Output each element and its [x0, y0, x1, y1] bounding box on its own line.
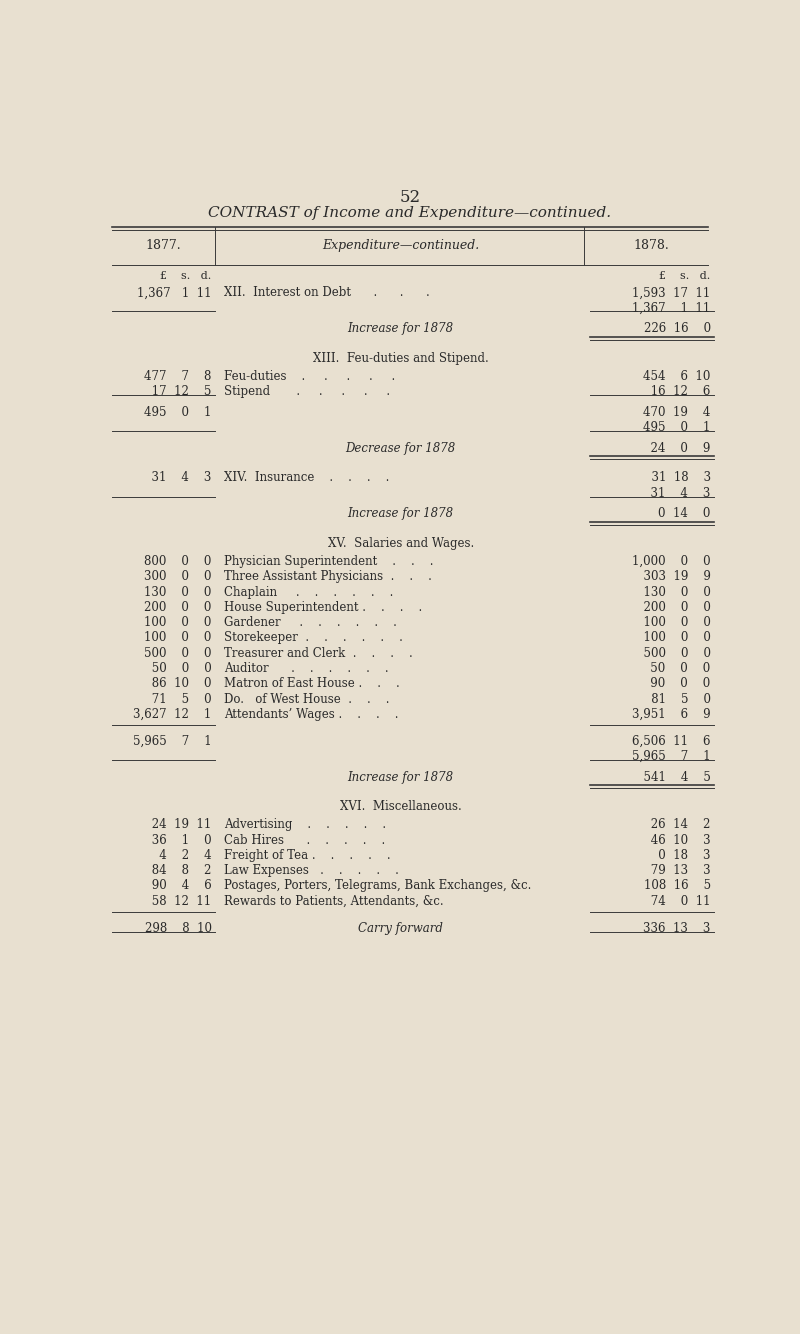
Text: 303  19    9: 303 19 9: [636, 571, 710, 583]
Text: 90    4    6: 90 4 6: [148, 879, 211, 892]
Text: Cab Hires      .    .    .    .    .: Cab Hires . . . . .: [224, 834, 386, 847]
Text: 500    0    0: 500 0 0: [144, 647, 211, 660]
Text: Postages, Porters, Telegrams, Bank Exchanges, &c.: Postages, Porters, Telegrams, Bank Excha…: [224, 879, 531, 892]
Text: 495    0    1: 495 0 1: [643, 422, 710, 434]
Text: Rewards to Patients, Attendants, &c.: Rewards to Patients, Attendants, &c.: [224, 895, 444, 907]
Text: 0  14    0: 0 14 0: [643, 507, 710, 520]
Text: 4    2    4: 4 2 4: [148, 848, 211, 862]
Text: 226  16    0: 226 16 0: [643, 323, 710, 335]
Text: 100    0    0: 100 0 0: [636, 616, 710, 630]
Text: Increase for 1878: Increase for 1878: [348, 771, 454, 784]
Text: 1,593  17  11: 1,593 17 11: [633, 287, 710, 299]
Text: 90    0    0: 90 0 0: [639, 678, 710, 690]
Text: 541    4    5: 541 4 5: [636, 771, 710, 784]
Text: 200    0    0: 200 0 0: [144, 600, 211, 614]
Text: 17  12    5: 17 12 5: [148, 386, 211, 398]
Text: Feu-duties    .     .     .     .     .: Feu-duties . . . . .: [224, 370, 395, 383]
Text: 800    0    0: 800 0 0: [144, 555, 211, 568]
Text: Three Assistant Physicians  .    .    .: Three Assistant Physicians . . .: [224, 571, 432, 583]
Text: 100    0    0: 100 0 0: [144, 616, 211, 630]
Text: 100    0    0: 100 0 0: [144, 631, 211, 644]
Text: 470  19    4: 470 19 4: [643, 406, 710, 419]
Text: 79  13    3: 79 13 3: [647, 864, 710, 878]
Text: 6,506  11    6: 6,506 11 6: [632, 735, 710, 748]
Text: 3,627  12    1: 3,627 12 1: [134, 708, 211, 720]
Text: 108  16    5: 108 16 5: [643, 879, 710, 892]
Text: 5,965    7    1: 5,965 7 1: [133, 735, 211, 748]
Text: 1,000    0    0: 1,000 0 0: [632, 555, 710, 568]
Text: 31    4    3: 31 4 3: [643, 487, 710, 500]
Text: XII.  Interest on Debt      .      .      .: XII. Interest on Debt . . .: [224, 287, 430, 299]
Text: CONTRAST of Income and Expenditure—continued.: CONTRAST of Income and Expenditure—conti…: [209, 207, 611, 220]
Text: Decrease for 1878: Decrease for 1878: [346, 442, 456, 455]
Text: Attendants’ Wages .    .    .    .: Attendants’ Wages . . . .: [224, 708, 398, 720]
Text: 71    5    0: 71 5 0: [148, 692, 211, 706]
Text: 1,367    1  11: 1,367 1 11: [633, 301, 710, 315]
Text: Carry forward: Carry forward: [358, 922, 443, 935]
Text: 24  19  11: 24 19 11: [148, 818, 211, 831]
Text: 26  14    2: 26 14 2: [647, 818, 710, 831]
Text: 86  10    0: 86 10 0: [148, 678, 211, 690]
Text: Matron of East House .    .    .: Matron of East House . . .: [224, 678, 400, 690]
Text: 1877.: 1877.: [146, 239, 182, 252]
Text: 454    6  10: 454 6 10: [643, 370, 710, 383]
Text: 0  18    3: 0 18 3: [647, 848, 710, 862]
Text: 36    1    0: 36 1 0: [148, 834, 211, 847]
Text: House Superintendent .    .    .    .: House Superintendent . . . .: [224, 600, 422, 614]
Text: 46  10    3: 46 10 3: [647, 834, 710, 847]
Text: Stipend       .     .     .     .     .: Stipend . . . . .: [224, 386, 390, 398]
Text: 74    0  11: 74 0 11: [647, 895, 710, 907]
Text: Increase for 1878: Increase for 1878: [348, 507, 454, 520]
Text: 5,965    7    1: 5,965 7 1: [632, 750, 710, 763]
Text: 24    0    9: 24 0 9: [643, 442, 710, 455]
Text: 1,367   1  11: 1,367 1 11: [137, 287, 211, 299]
Text: 298    8  10: 298 8 10: [145, 922, 211, 935]
Text: 84    8    2: 84 8 2: [148, 864, 211, 878]
Text: 200    0    0: 200 0 0: [636, 600, 710, 614]
Text: £    s.   d.: £ s. d.: [160, 271, 211, 281]
Text: 300    0    0: 300 0 0: [144, 571, 211, 583]
Text: 495    0    1: 495 0 1: [144, 406, 211, 419]
Text: 16  12    6: 16 12 6: [647, 386, 710, 398]
Text: XIII.  Feu-duties and Stipend.: XIII. Feu-duties and Stipend.: [313, 352, 489, 366]
Text: 130    0    0: 130 0 0: [144, 586, 211, 599]
Text: 3,951    6    9: 3,951 6 9: [632, 708, 710, 720]
Text: 81    5    0: 81 5 0: [640, 692, 710, 706]
Text: 50    0    0: 50 0 0: [148, 662, 211, 675]
Text: XIV.  Insurance    .    .    .    .: XIV. Insurance . . . .: [224, 471, 390, 484]
Text: 1878.: 1878.: [634, 239, 670, 252]
Text: Chaplain     .    .    .    .    .    .: Chaplain . . . . . .: [224, 586, 394, 599]
Text: 477    7    8: 477 7 8: [144, 370, 211, 383]
Text: 50    0    0: 50 0 0: [639, 662, 710, 675]
Text: Storekeeper  .    .    .    .    .    .: Storekeeper . . . . . .: [224, 631, 403, 644]
Text: Freight of Tea .    .    .    .    .: Freight of Tea . . . . .: [224, 848, 390, 862]
Text: 31    4    3: 31 4 3: [144, 471, 211, 484]
Text: Auditor      .    .    .    .    .    .: Auditor . . . . . .: [224, 662, 389, 675]
Text: Advertising    .    .    .    .    .: Advertising . . . . .: [224, 818, 386, 831]
Text: Increase for 1878: Increase for 1878: [348, 323, 454, 335]
Text: 336  13    3: 336 13 3: [643, 922, 710, 935]
Text: XVI.  Miscellaneous.: XVI. Miscellaneous.: [340, 800, 462, 814]
Text: Do.   of West House  .    .    .: Do. of West House . . .: [224, 692, 390, 706]
Text: 100    0    0: 100 0 0: [636, 631, 710, 644]
Text: 52: 52: [399, 189, 421, 205]
Text: Treasurer and Clerk  .    .    .    .: Treasurer and Clerk . . . .: [224, 647, 413, 660]
Text: Expenditure—continued.: Expenditure—continued.: [322, 239, 479, 252]
Text: Physician Superintendent    .    .    .: Physician Superintendent . . .: [224, 555, 434, 568]
Text: Gardener     .    .    .    .    .    .: Gardener . . . . . .: [224, 616, 397, 630]
Text: 130    0    0: 130 0 0: [636, 586, 710, 599]
Text: £    s.   d.: £ s. d.: [659, 271, 710, 281]
Text: Law Expenses   .    .    .    .    .: Law Expenses . . . . .: [224, 864, 399, 878]
Text: XV.  Salaries and Wages.: XV. Salaries and Wages.: [327, 538, 474, 550]
Text: 500    0    0: 500 0 0: [636, 647, 710, 660]
Text: 31  18    3: 31 18 3: [643, 471, 710, 484]
Text: 58  12  11: 58 12 11: [149, 895, 211, 907]
